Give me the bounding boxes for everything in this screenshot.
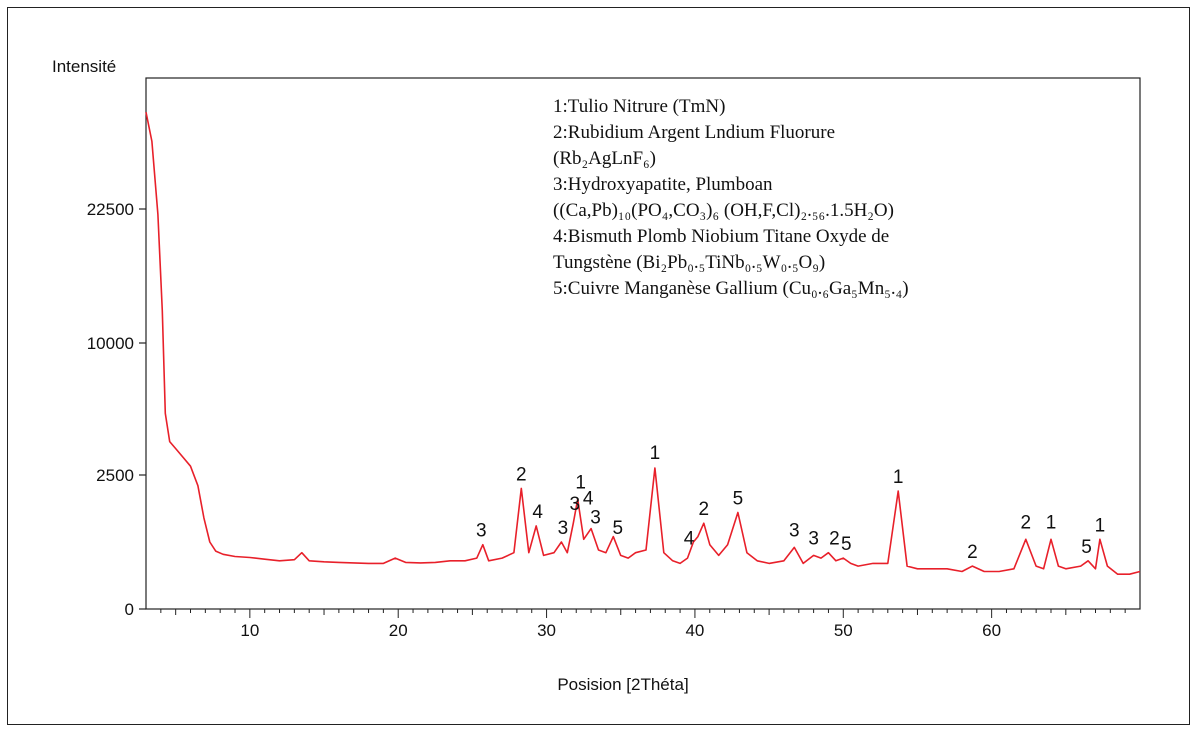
peak-label: 1 <box>650 443 661 464</box>
peak-label: 4 <box>532 502 543 523</box>
peak-label: 1 <box>575 472 586 493</box>
legend-entry: 2:Rubidium Argent Lndium Fluorure <box>553 122 835 143</box>
x-tick-label: 20 <box>389 621 408 640</box>
legend-entry: 1:Tulio Nitrure (TmN) <box>553 96 725 117</box>
x-tick-label: 60 <box>982 621 1001 640</box>
figure-frame <box>7 7 1190 725</box>
peak-label: 2 <box>1020 513 1031 534</box>
y-tick-label: 22500 <box>87 200 134 219</box>
y-tick-label: 10000 <box>87 334 134 353</box>
y-tick-label: 2500 <box>96 466 134 485</box>
y-tick-label: 0 <box>125 600 134 619</box>
peak-label: 5 <box>841 534 852 555</box>
peak-label: 5 <box>733 489 744 510</box>
x-tick-label: 10 <box>240 621 259 640</box>
peak-label: 1 <box>893 467 904 488</box>
peak-label: 5 <box>1081 537 1092 558</box>
legend-entry: 4:Bismuth Plomb Niobium Titane Oxyde de <box>553 226 889 247</box>
peak-label: 3 <box>476 521 487 542</box>
x-axis-label: Posision [2Théta] <box>557 675 688 694</box>
legend-entry: 3:Hydroxyapatite, Plumboan <box>553 174 773 195</box>
peak-label: 3 <box>569 494 580 515</box>
peak-label: 2 <box>699 499 710 520</box>
x-axis: 10 20 30 40 50 60 <box>160 609 1126 640</box>
peak-label: 3 <box>808 529 819 550</box>
legend-entry: (Rb₂AgLnF₆) <box>553 148 656 169</box>
peak-label: 3 <box>789 521 800 542</box>
diffraction-series-line <box>145 111 1141 575</box>
peak-label: 3 <box>558 518 569 539</box>
legend-entry: Tungstène (Bi₂Pb₀.₅TiNb₀.₅W₀.₅O₉) <box>553 252 825 273</box>
y-axis: 0 2500 10000 22500 <box>87 200 146 619</box>
peak-label: 2 <box>967 542 978 563</box>
legend-entry: ((Ca,Pb)₁₀(PO₄,CO₃)₆ (OH,F,Cl)₂.₅₆.1.5H₂… <box>553 200 894 221</box>
peak-label: 2 <box>516 464 527 485</box>
peak-label: 4 <box>583 489 594 510</box>
peak-label: 1 <box>1046 513 1057 534</box>
x-tick-label: 50 <box>834 621 853 640</box>
x-tick-label: 30 <box>537 621 556 640</box>
y-axis-label: Intensité <box>52 57 116 76</box>
legend: 1:Tulio Nitrure (TmN) 2:Rubidium Argent L… <box>553 96 909 299</box>
peak-label: 3 <box>590 507 601 528</box>
x-tick-label: 40 <box>685 621 704 640</box>
peak-label: 5 <box>612 518 623 539</box>
peak-label: 1 <box>1095 515 1106 536</box>
peak-label: 2 <box>829 529 840 550</box>
peak-label: 4 <box>684 529 695 550</box>
legend-entry: 5:Cuivre Manganèse Gallium (Cu₀.₆Ga₅Mn₅.… <box>553 278 909 299</box>
